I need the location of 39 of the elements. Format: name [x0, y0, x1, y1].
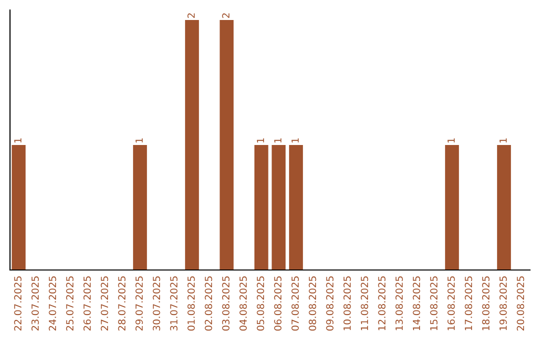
x-tick-label: 13.08.2025: [395, 276, 403, 330]
data-label: 1: [256, 138, 264, 143]
x-tick-label: 11.08.2025: [360, 276, 368, 330]
x-tick-label: 19.08.2025: [499, 276, 507, 330]
x-tick-label: 25.07.2025: [66, 276, 74, 331]
x-tick-label: 07.08.2025: [291, 276, 299, 331]
x-tick-label: 12.08.2025: [378, 276, 386, 330]
x-tick-label: 26.07.2025: [83, 276, 91, 331]
x-tick-label: 24.07.2025: [48, 276, 56, 331]
data-label: 1: [292, 138, 299, 143]
data-label: 2: [222, 13, 230, 18]
x-tick-label: 09.08.2025: [326, 276, 334, 331]
x-tick-label: 31.07.2025: [170, 276, 178, 330]
data-label: 1: [274, 138, 282, 143]
x-tick-label: 01.08.2025: [187, 276, 195, 331]
x-tick-label: 08.08.2025: [308, 276, 316, 331]
x-tick-label: 05.08.2025: [256, 276, 264, 331]
x-tick-label: 04.08.2025: [239, 276, 247, 331]
data-label: 1: [500, 138, 507, 143]
x-tick-label: 22.07.2025: [14, 276, 22, 331]
x-tick-label: 28.07.2025: [118, 276, 126, 331]
x-tick-label: 15.08.2025: [430, 276, 438, 330]
x-tick-label: 17.08.2025: [464, 276, 472, 330]
x-tick-label: 03.08.2025: [222, 276, 230, 331]
x-tick-label: 06.08.2025: [274, 276, 282, 331]
x-tick-label: 02.08.2025: [204, 276, 212, 331]
data-label: 1: [136, 138, 143, 143]
x-tick-label: 30.07.2025: [152, 276, 160, 330]
x-tick-label: 27.07.2025: [100, 276, 108, 331]
x-tick-label: 20.08.2025: [516, 276, 524, 331]
x-tick-label: 29.07.2025: [135, 276, 143, 331]
x-tick-label: 18.08.2025: [482, 276, 490, 330]
x-tick-label: 10.08.2025: [343, 276, 351, 330]
x-tick-label: 14.08.2025: [412, 276, 420, 330]
x-tick-label: 23.07.2025: [31, 276, 39, 331]
x-tick-label: 16.08.2025: [447, 276, 455, 330]
data-label: 1: [448, 138, 455, 143]
data-label: 2: [187, 13, 195, 18]
data-label: 1: [14, 138, 22, 143]
